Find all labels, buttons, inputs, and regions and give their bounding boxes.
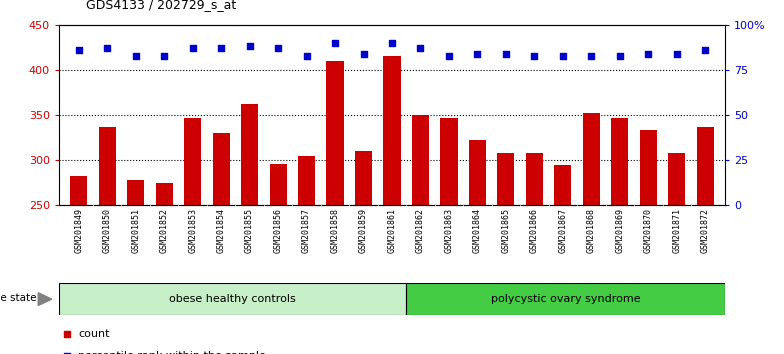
- Point: [60, 353, 73, 354]
- Point: [414, 45, 426, 51]
- Bar: [640, 130, 657, 205]
- Bar: [184, 118, 201, 205]
- Point: [72, 47, 85, 53]
- Bar: [212, 133, 230, 205]
- Point: [528, 53, 541, 59]
- Point: [386, 40, 398, 46]
- Point: [499, 51, 512, 57]
- Point: [328, 40, 341, 46]
- Text: GSM201870: GSM201870: [644, 208, 653, 253]
- Text: GSM201869: GSM201869: [615, 208, 624, 253]
- Text: GSM201855: GSM201855: [245, 208, 254, 253]
- Bar: [668, 153, 685, 205]
- Text: GSM201859: GSM201859: [359, 208, 368, 253]
- Point: [129, 53, 142, 59]
- Text: percentile rank within the sample: percentile rank within the sample: [78, 351, 267, 354]
- Point: [215, 45, 227, 51]
- Point: [614, 53, 626, 59]
- Text: polycystic ovary syndrome: polycystic ovary syndrome: [491, 294, 641, 304]
- Bar: [526, 153, 543, 205]
- Bar: [583, 113, 600, 205]
- Polygon shape: [38, 293, 52, 306]
- Bar: [412, 115, 429, 205]
- Text: obese healthy controls: obese healthy controls: [169, 294, 296, 304]
- Point: [642, 51, 655, 57]
- Text: GSM201851: GSM201851: [131, 208, 140, 253]
- Point: [358, 51, 370, 57]
- Bar: [156, 183, 172, 205]
- Bar: [127, 180, 144, 205]
- Bar: [697, 127, 713, 205]
- Point: [101, 45, 114, 51]
- Text: count: count: [78, 329, 110, 339]
- Point: [585, 53, 597, 59]
- Text: GSM201861: GSM201861: [387, 208, 397, 253]
- Text: GSM201867: GSM201867: [558, 208, 568, 253]
- Point: [699, 47, 712, 53]
- Text: GSM201852: GSM201852: [160, 208, 169, 253]
- Text: disease state: disease state: [0, 292, 36, 303]
- Text: GSM201866: GSM201866: [530, 208, 539, 253]
- Point: [443, 53, 456, 59]
- Text: GSM201853: GSM201853: [188, 208, 197, 253]
- Bar: [298, 156, 315, 205]
- Text: GSM201864: GSM201864: [473, 208, 482, 253]
- Bar: [241, 104, 258, 205]
- Text: GSM201868: GSM201868: [587, 208, 596, 253]
- Bar: [469, 140, 486, 205]
- Point: [60, 331, 73, 337]
- Bar: [497, 153, 514, 205]
- Text: GSM201854: GSM201854: [216, 208, 226, 253]
- Point: [243, 44, 256, 49]
- Text: GSM201863: GSM201863: [445, 208, 453, 253]
- Text: GSM201856: GSM201856: [274, 208, 282, 253]
- Bar: [441, 118, 458, 205]
- Point: [300, 53, 313, 59]
- Bar: [71, 176, 87, 205]
- Point: [557, 53, 569, 59]
- Bar: [99, 127, 116, 205]
- Bar: [612, 118, 628, 205]
- Text: GSM201858: GSM201858: [331, 208, 339, 253]
- Bar: [355, 151, 372, 205]
- Text: GSM201871: GSM201871: [673, 208, 681, 253]
- Bar: [59, 283, 406, 315]
- Text: GSM201857: GSM201857: [302, 208, 311, 253]
- Text: GDS4133 / 202729_s_at: GDS4133 / 202729_s_at: [85, 0, 236, 11]
- Text: GSM201872: GSM201872: [701, 208, 710, 253]
- Point: [158, 53, 170, 59]
- Text: GSM201850: GSM201850: [103, 208, 111, 253]
- Bar: [406, 283, 725, 315]
- Text: GSM201865: GSM201865: [502, 208, 510, 253]
- Point: [272, 45, 285, 51]
- Point: [670, 51, 683, 57]
- Bar: [270, 164, 287, 205]
- Bar: [554, 165, 572, 205]
- Bar: [326, 61, 343, 205]
- Point: [187, 45, 199, 51]
- Text: GSM201862: GSM201862: [416, 208, 425, 253]
- Text: GSM201849: GSM201849: [74, 208, 83, 253]
- Point: [471, 51, 484, 57]
- Bar: [383, 56, 401, 205]
